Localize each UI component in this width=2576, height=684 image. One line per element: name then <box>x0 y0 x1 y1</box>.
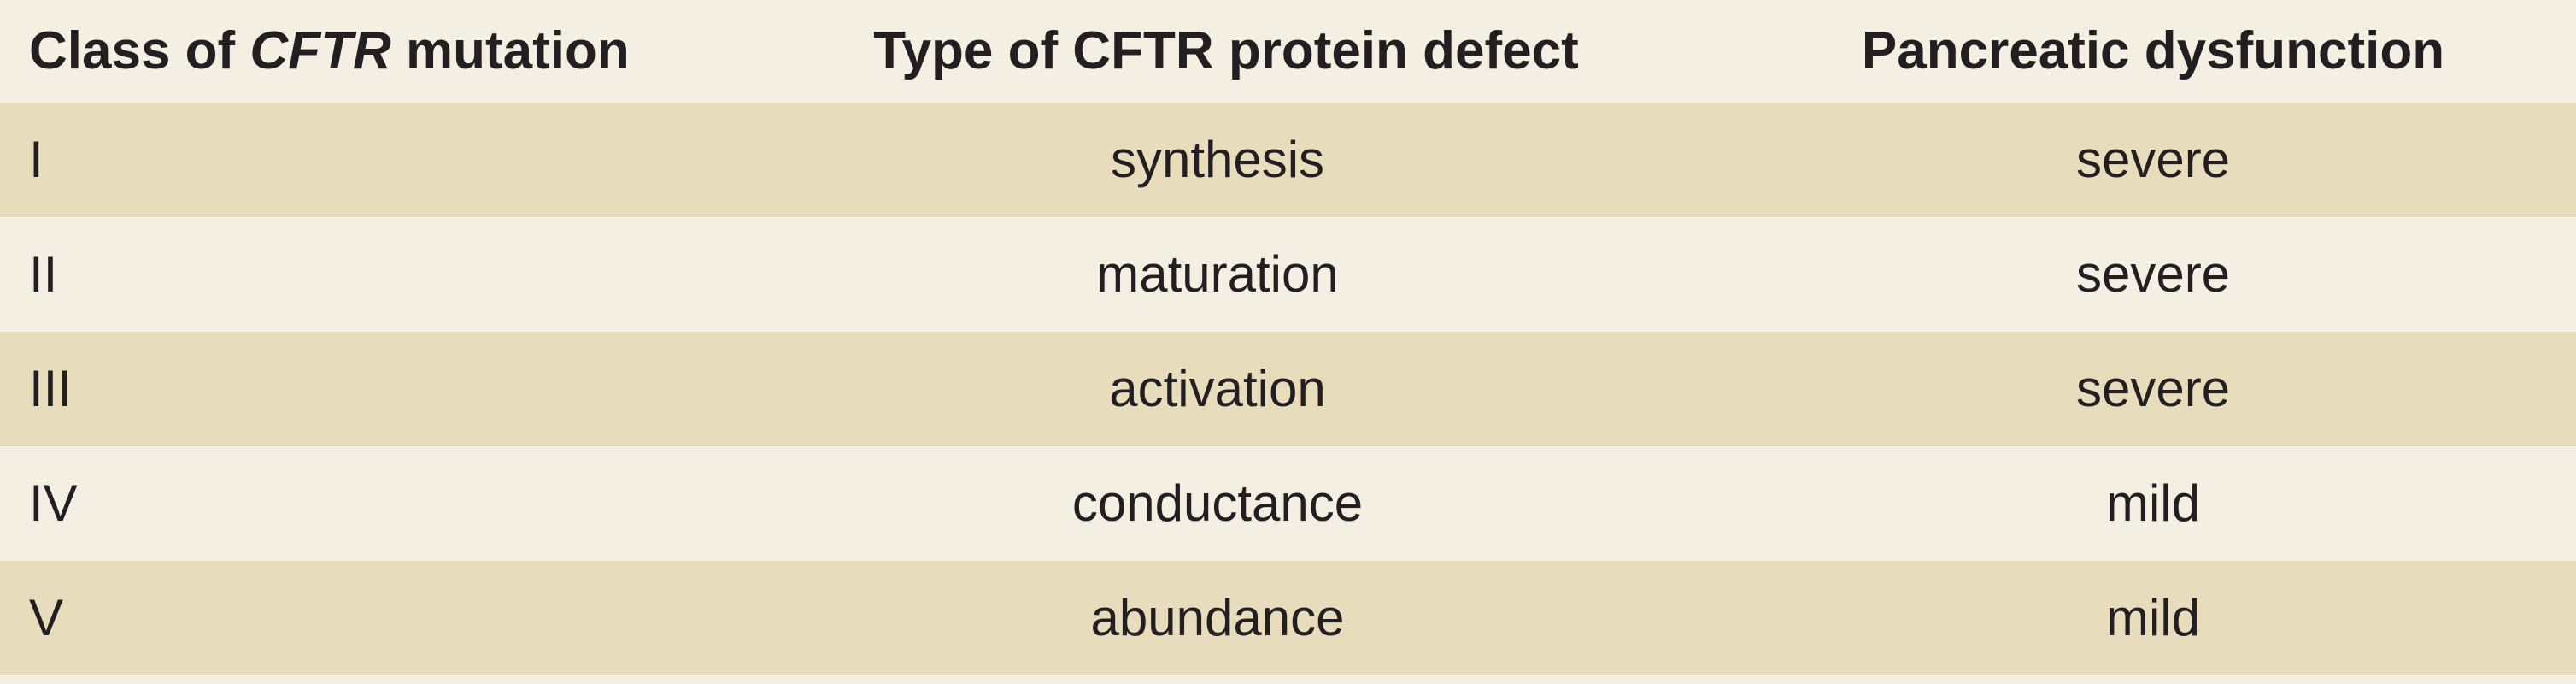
header-class-prefix: Class of <box>29 21 250 80</box>
table-row: II maturation severe <box>0 217 2576 332</box>
cell-defect: synthesis <box>1110 131 1325 188</box>
cell-dysfunction: severe <box>2075 131 2231 188</box>
header-class-italic-gene: CFTR <box>249 21 391 80</box>
table-header-row: Class of CFTR mutation Type of CFTR prot… <box>0 0 2576 103</box>
table-row: I synthesis severe <box>0 103 2576 217</box>
table-row: IV conductance mild <box>0 446 2576 561</box>
cell-class: V <box>29 589 64 646</box>
cell-class: II <box>29 245 58 303</box>
cell-dysfunction: mild <box>2105 589 2201 646</box>
cell-class: III <box>29 360 73 417</box>
cell-class: I <box>29 131 44 188</box>
cell-dysfunction: mild <box>2105 475 2201 532</box>
cell-defect: activation <box>1109 360 1326 417</box>
header-class-suffix: mutation <box>390 21 630 80</box>
cell-dysfunction: severe <box>2075 360 2231 417</box>
header-pancreatic-dysfunction: Pancreatic dysfunction <box>1861 21 2445 80</box>
table-row: III activation severe <box>0 332 2576 446</box>
cell-defect: maturation <box>1096 245 1339 303</box>
header-protein-defect: Type of CFTR protein defect <box>873 21 1579 80</box>
cell-dysfunction: severe <box>2075 245 2231 303</box>
table-row: V abundance mild <box>0 561 2576 675</box>
cell-defect: abundance <box>1090 589 1345 646</box>
cell-class: IV <box>29 475 78 532</box>
header-class-of-cftr-mutation: Class of CFTR mutation <box>29 25 630 78</box>
cell-defect: conductance <box>1071 475 1364 532</box>
